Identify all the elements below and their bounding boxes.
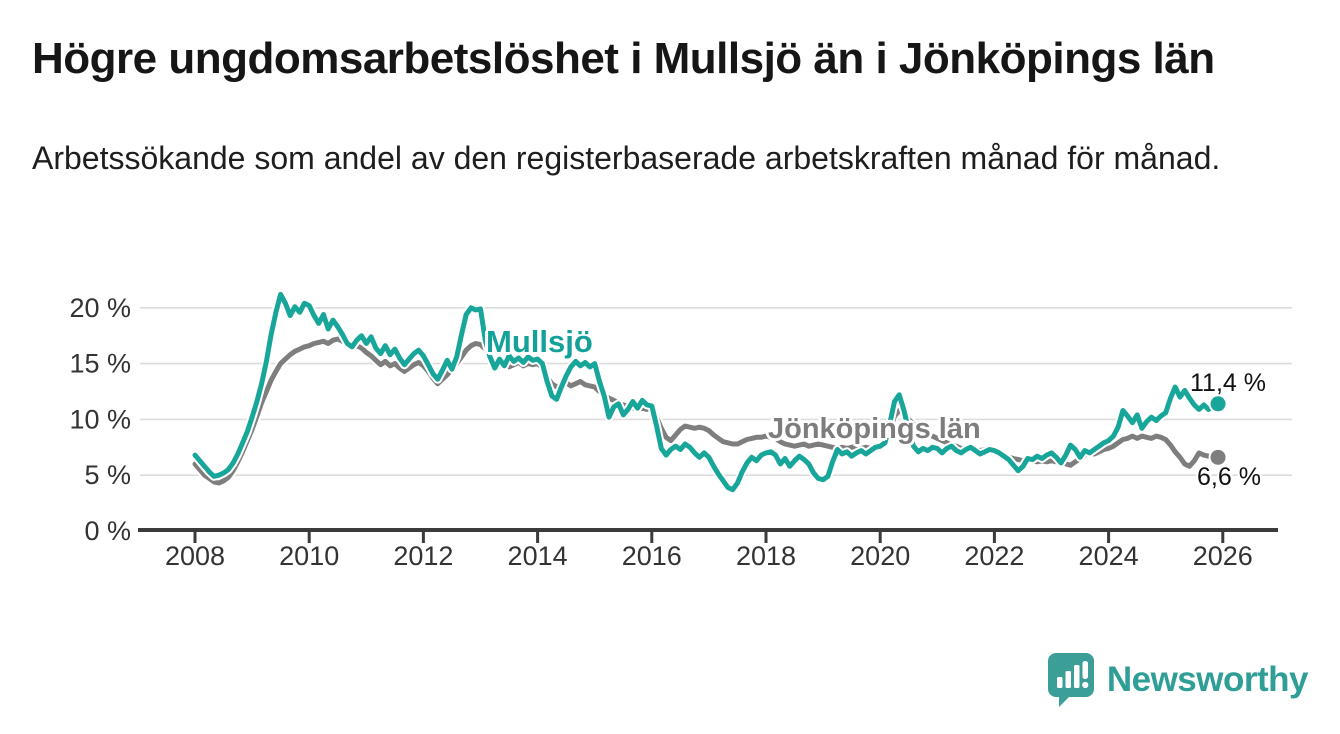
y-tick-label: 0 %: [84, 516, 131, 546]
x-tick-label: 2022: [964, 541, 1024, 571]
latest-value-dot-mullsjo: [1208, 394, 1228, 414]
series-label-jonkopings-lan: Jönköpings län: [768, 413, 981, 445]
end-value-label-jonkopings-lan: 6,6 %: [1197, 463, 1261, 491]
series-line-mullsjo: [192, 291, 1221, 493]
chart-subtitle: Arbetssökande som andel av den registerb…: [32, 140, 1221, 176]
y-tick-label: 20 %: [69, 293, 131, 323]
latest-value-dot-jonkopings-lan: [1208, 447, 1228, 467]
x-tick-label: 2026: [1193, 541, 1253, 571]
series-label-mullsjo: Mullsjö: [486, 324, 593, 359]
y-tick-label: 15 %: [69, 349, 131, 379]
chart-title: Högre ungdomsarbetslöshet i Mullsjö än i…: [32, 34, 1215, 83]
x-tick-label: 2008: [165, 541, 225, 571]
newsworthy-wordmark: Newsworthy: [1106, 660, 1309, 699]
y-tick-label: 5 %: [84, 460, 131, 490]
end-value-label-mullsjo: 11,4 %: [1190, 369, 1266, 397]
x-tick-label: 2014: [508, 541, 568, 571]
x-tick-label: 2020: [850, 541, 910, 571]
y-tick-label: 10 %: [69, 404, 131, 434]
x-tick-label: 2024: [1079, 541, 1139, 571]
x-tick-label: 2018: [736, 541, 796, 571]
newsworthy-icon: [1047, 653, 1094, 707]
series-line-jonkopings-lan: [192, 336, 1221, 486]
x-tick-label: 2010: [279, 541, 339, 571]
x-tick-label: 2016: [622, 541, 682, 571]
newsworthy-logo[interactable]: Newsworthy: [1047, 652, 1309, 708]
x-tick-label: 2012: [393, 541, 453, 571]
